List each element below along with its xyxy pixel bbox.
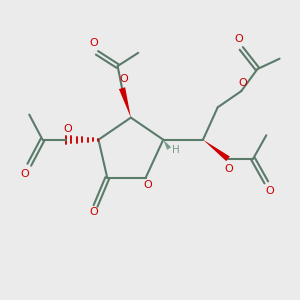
Text: O: O: [224, 164, 233, 174]
Text: O: O: [20, 169, 29, 179]
Text: O: O: [90, 207, 98, 218]
Text: O: O: [265, 186, 274, 196]
Text: O: O: [90, 38, 98, 48]
Polygon shape: [203, 140, 230, 161]
Text: O: O: [234, 34, 243, 44]
Text: H: H: [172, 145, 179, 155]
Polygon shape: [163, 140, 171, 150]
Text: O: O: [238, 78, 247, 88]
Polygon shape: [119, 87, 131, 118]
Text: O: O: [144, 180, 152, 190]
Text: O: O: [119, 74, 128, 84]
Text: O: O: [63, 124, 72, 134]
